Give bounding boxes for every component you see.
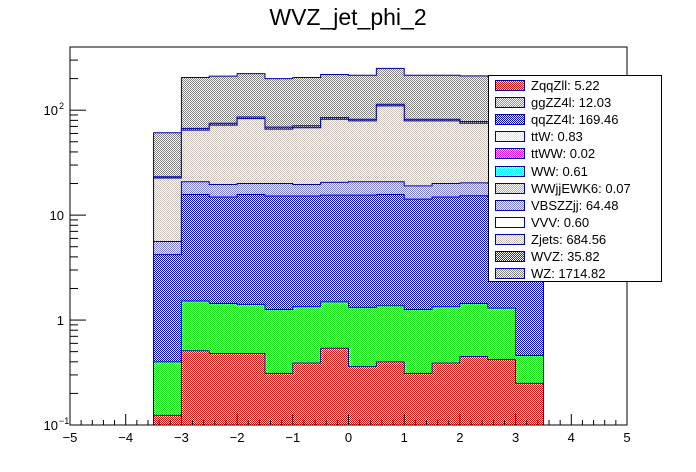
legend-entry: WW: 0.61 bbox=[489, 162, 661, 179]
x-tick-label: 5 bbox=[623, 430, 630, 445]
legend-entry: ttWW: 0.02 bbox=[489, 145, 661, 162]
x-tick-label: 2 bbox=[456, 430, 463, 445]
legend-label: qqZZ4l: 169.46 bbox=[531, 112, 619, 128]
y-tick-exponent: 2 bbox=[59, 101, 64, 111]
x-tick-label: 4 bbox=[568, 430, 575, 445]
legend-label: ttW: 0.83 bbox=[531, 129, 583, 145]
legend-entry: VBSZZjj: 64.48 bbox=[489, 197, 661, 214]
y-tick-exponent: −1 bbox=[59, 416, 69, 426]
legend-label: ZqqZll: 5.22 bbox=[531, 78, 600, 94]
legend-swatch bbox=[495, 199, 525, 211]
x-tick-label: −2 bbox=[230, 430, 245, 445]
y-tick-label: 10 bbox=[44, 103, 58, 118]
series-zqqzll bbox=[153, 347, 544, 426]
legend-label: VVV: 0.60 bbox=[531, 214, 590, 230]
x-tick-label: 3 bbox=[512, 430, 519, 445]
legend-entry: ttW: 0.83 bbox=[489, 128, 661, 145]
legend-label: VBSZZjj: 64.48 bbox=[531, 197, 619, 213]
legend-swatch bbox=[495, 97, 525, 109]
legend-entry: WZ: 1714.82 bbox=[489, 265, 661, 282]
legend-label: WZ: 1714.82 bbox=[531, 266, 606, 282]
legend-swatch bbox=[495, 182, 525, 194]
legend-swatch bbox=[495, 148, 525, 160]
legend-label: WVZ: 35.82 bbox=[531, 248, 600, 264]
legend-entry: VVV: 0.60 bbox=[489, 214, 661, 231]
legend-swatch bbox=[495, 114, 525, 126]
legend-label: Zjets: 684.56 bbox=[531, 231, 607, 247]
legend-entry: ZqqZll: 5.22 bbox=[489, 77, 661, 94]
legend-label: WWjjEWK6: 0.07 bbox=[531, 180, 631, 196]
chart-title: WVZ_jet_phi_2 bbox=[269, 4, 427, 30]
legend-entry: WVZ: 35.82 bbox=[489, 248, 661, 265]
legend-entry: WWjjEWK6: 0.07 bbox=[489, 180, 661, 197]
legend-entry: qqZZ4l: 169.46 bbox=[489, 111, 661, 128]
y-tick-label: 10 bbox=[44, 418, 58, 433]
x-tick-label: −3 bbox=[174, 430, 189, 445]
legend-label: ggZZ4l: 12.03 bbox=[531, 95, 612, 111]
x-tick-label: 0 bbox=[345, 430, 352, 445]
legend-swatch bbox=[495, 250, 525, 262]
legend-swatch bbox=[495, 165, 525, 177]
x-tick-label: −5 bbox=[63, 430, 78, 445]
legend-label: ttWW: 0.02 bbox=[531, 146, 596, 162]
legend-swatch bbox=[495, 268, 525, 280]
y-tick-label: 1 bbox=[57, 313, 64, 328]
legend-swatch bbox=[495, 233, 525, 245]
x-tick-label: −4 bbox=[118, 430, 133, 445]
x-tick-label: −1 bbox=[285, 430, 300, 445]
legend-label: WW: 0.61 bbox=[531, 163, 588, 179]
legend-swatch bbox=[495, 131, 525, 143]
y-tick-label: 10 bbox=[50, 208, 64, 223]
x-tick-label: 1 bbox=[401, 430, 408, 445]
legend-swatch bbox=[495, 216, 525, 228]
legend-swatch bbox=[495, 80, 525, 92]
legend: ZqqZll: 5.22 ggZZ4l: 12.03 qqZZ4l: 169.46 t… bbox=[488, 75, 662, 282]
legend-entry: Zjets: 684.56 bbox=[489, 231, 661, 248]
legend-entry: ggZZ4l: 12.03 bbox=[489, 94, 661, 111]
